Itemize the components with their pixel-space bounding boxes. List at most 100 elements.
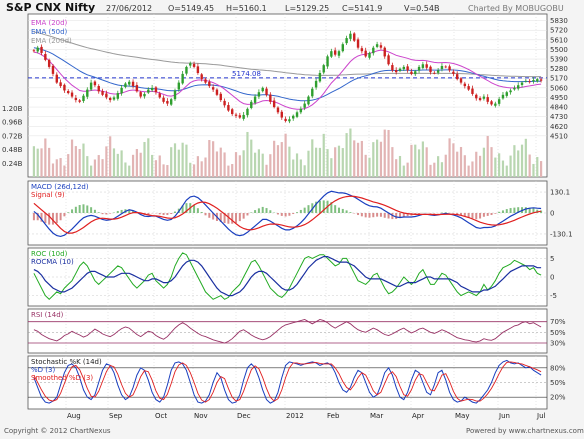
- macd-histogram-bar: [36, 213, 39, 221]
- volume-bar: [139, 152, 142, 177]
- legend-rsi: RSI (14d): [31, 311, 64, 319]
- candle-body: [173, 90, 177, 100]
- candle-body: [169, 99, 173, 105]
- macd-histogram-bar: [246, 213, 249, 216]
- volume-bar: [501, 160, 505, 177]
- candle-body: [345, 38, 348, 44]
- macd-histogram-bar: [307, 205, 310, 213]
- volume-tick-label: 0.48B: [2, 146, 23, 154]
- x-tick-label-sep: Sep: [109, 412, 123, 420]
- legend-stoch-d: %D (3): [31, 366, 55, 374]
- macd-histogram-bar: [505, 209, 508, 213]
- volume-bar: [90, 165, 93, 177]
- footer-copyright: Copyright © 2012 ChartNexus: [4, 427, 111, 435]
- macd-histogram-bar: [174, 211, 177, 213]
- candle-body: [120, 87, 123, 94]
- macd-histogram-bar: [475, 213, 478, 220]
- candle-body: [166, 101, 169, 104]
- macd-histogram-bar: [71, 209, 74, 213]
- candle-body: [231, 109, 234, 115]
- candle-body: [269, 94, 272, 102]
- candle-body: [341, 44, 344, 52]
- volume-bar: [223, 152, 226, 177]
- macd-histogram-bar: [364, 213, 367, 218]
- candle-body: [223, 100, 226, 106]
- volume-bar: [463, 155, 466, 177]
- volume-bar: [494, 157, 497, 177]
- candle-body: [387, 55, 390, 65]
- candle-body: [368, 52, 371, 58]
- candle-body: [497, 99, 501, 104]
- volume-bar: [173, 143, 177, 177]
- macd-histogram-bar: [383, 213, 386, 218]
- candle-body: [509, 90, 512, 93]
- volume-bar: [360, 140, 363, 177]
- volume-bar: [440, 162, 444, 177]
- candle-body: [208, 81, 211, 87]
- volume-bar: [387, 129, 390, 177]
- macd-histogram-bar: [296, 212, 299, 213]
- candle-body: [337, 51, 341, 56]
- macd-tick-label: 130.1: [550, 189, 570, 197]
- candle-body: [276, 107, 280, 113]
- price-tick-label: 4840: [550, 104, 568, 112]
- volume-bar: [532, 163, 535, 177]
- candle-body: [227, 105, 230, 111]
- macd-histogram-bar: [269, 210, 272, 213]
- macd-histogram-bar: [517, 207, 520, 213]
- macd-histogram-bar: [250, 212, 253, 213]
- candle-body: [196, 66, 200, 74]
- candle-body: [383, 47, 386, 57]
- legend-stoch-k: Stochastic %K (14d): [31, 358, 102, 366]
- volume-bar: [101, 159, 104, 177]
- macd-histogram-bar: [181, 205, 184, 213]
- volume-bar: [353, 140, 356, 177]
- volume-bar: [444, 154, 447, 177]
- candle-body: [250, 101, 253, 109]
- volume-bar: [74, 146, 77, 177]
- macd-histogram-bar: [196, 208, 199, 213]
- macd-histogram-bar: [391, 213, 394, 220]
- volume-bar: [261, 153, 264, 177]
- volume-bar: [116, 153, 119, 177]
- macd-histogram-bar: [463, 213, 466, 217]
- macd-histogram-bar: [337, 207, 340, 213]
- volume-bar: [276, 145, 280, 177]
- volume-bar: [539, 161, 543, 177]
- candle-body: [128, 81, 131, 85]
- volume-bar: [36, 148, 39, 177]
- candle-body: [70, 92, 74, 97]
- volume-bar: [181, 142, 184, 177]
- candle-body: [280, 111, 283, 118]
- candle-body: [67, 90, 70, 94]
- volume-bar: [524, 138, 527, 177]
- volume-bar: [288, 146, 291, 177]
- macd-histogram-bar: [334, 205, 337, 213]
- macd-histogram-bar: [63, 213, 66, 217]
- price-tick-label: 4730: [550, 113, 568, 121]
- macd-histogram-bar: [395, 213, 398, 219]
- candle-body: [192, 63, 196, 67]
- macd-histogram-bar: [109, 213, 112, 214]
- candle-body: [44, 53, 47, 60]
- candle-body: [375, 44, 379, 47]
- macd-histogram-bar: [418, 213, 421, 214]
- volume-bar: [334, 147, 337, 177]
- price-tick-label: 5060: [550, 84, 568, 92]
- macd-histogram-bar: [303, 207, 306, 213]
- volume-tick-label: 0.72B: [2, 132, 23, 140]
- rocma-line: [33, 256, 542, 297]
- candle-body: [150, 87, 154, 91]
- candle-body: [490, 101, 493, 105]
- candle-body: [135, 85, 139, 92]
- volume-bar: [402, 165, 405, 177]
- volume-bar: [215, 151, 219, 177]
- volume-bar: [341, 148, 344, 177]
- macd-histogram-bar: [40, 213, 43, 222]
- macd-histogram-bar: [166, 213, 169, 216]
- macd-histogram-bar: [219, 213, 222, 222]
- macd-histogram-bar: [433, 213, 436, 214]
- candle-body: [414, 71, 417, 75]
